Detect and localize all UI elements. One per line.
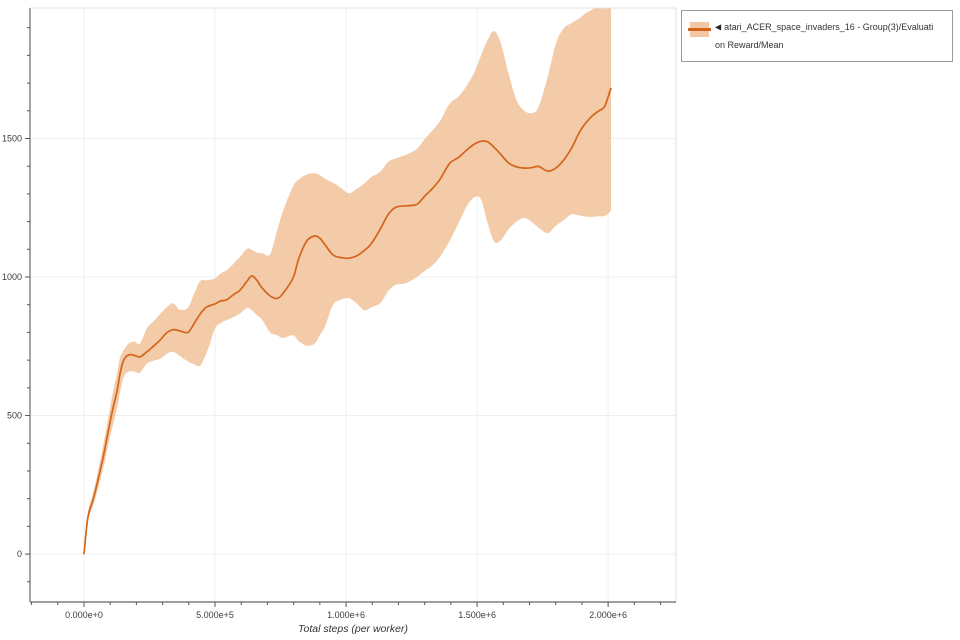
y-tick-label: 0 [17, 549, 22, 559]
collapse-triangle-icon[interactable]: ◀ [715, 22, 722, 32]
x-tick-label: 1.000e+6 [327, 610, 365, 620]
x-tick-label: 1.500e+6 [458, 610, 496, 620]
legend-label: ◀ atari_ACER_space_invaders_16 - Group(3)… [715, 19, 946, 54]
x-tick-label: 5.000e+5 [196, 610, 234, 620]
confidence-band [84, 8, 611, 555]
y-tick-label: 1500 [2, 133, 22, 143]
tick-labels: 0.000e+0 5.000e+5 1.000e+6 1.500e+6 2.000e+6… [2, 133, 627, 620]
y-tick-label: 1000 [2, 272, 22, 282]
axis-ticks [25, 27, 662, 607]
x-axis-title: Total steps (per worker) [298, 623, 408, 635]
legend[interactable]: ◀ atari_ACER_space_invaders_16 - Group(3)… [681, 10, 953, 62]
y-tick-label: 500 [7, 411, 22, 421]
mean-line [83, 87, 612, 555]
legend-label-line2: on Reward/Mean [715, 39, 784, 50]
x-tick-label: 2.000e+6 [589, 610, 627, 620]
legend-label-text1: atari_ACER_space_invaders_16 - Group(3)/… [724, 22, 934, 32]
x-tick-label: 0.000e+0 [65, 610, 103, 620]
legend-label-line1: ◀ atari_ACER_space_invaders_16 - Group(3)… [715, 22, 933, 32]
legend-swatch [688, 22, 711, 37]
legend-line-swatch-icon [688, 28, 711, 31]
